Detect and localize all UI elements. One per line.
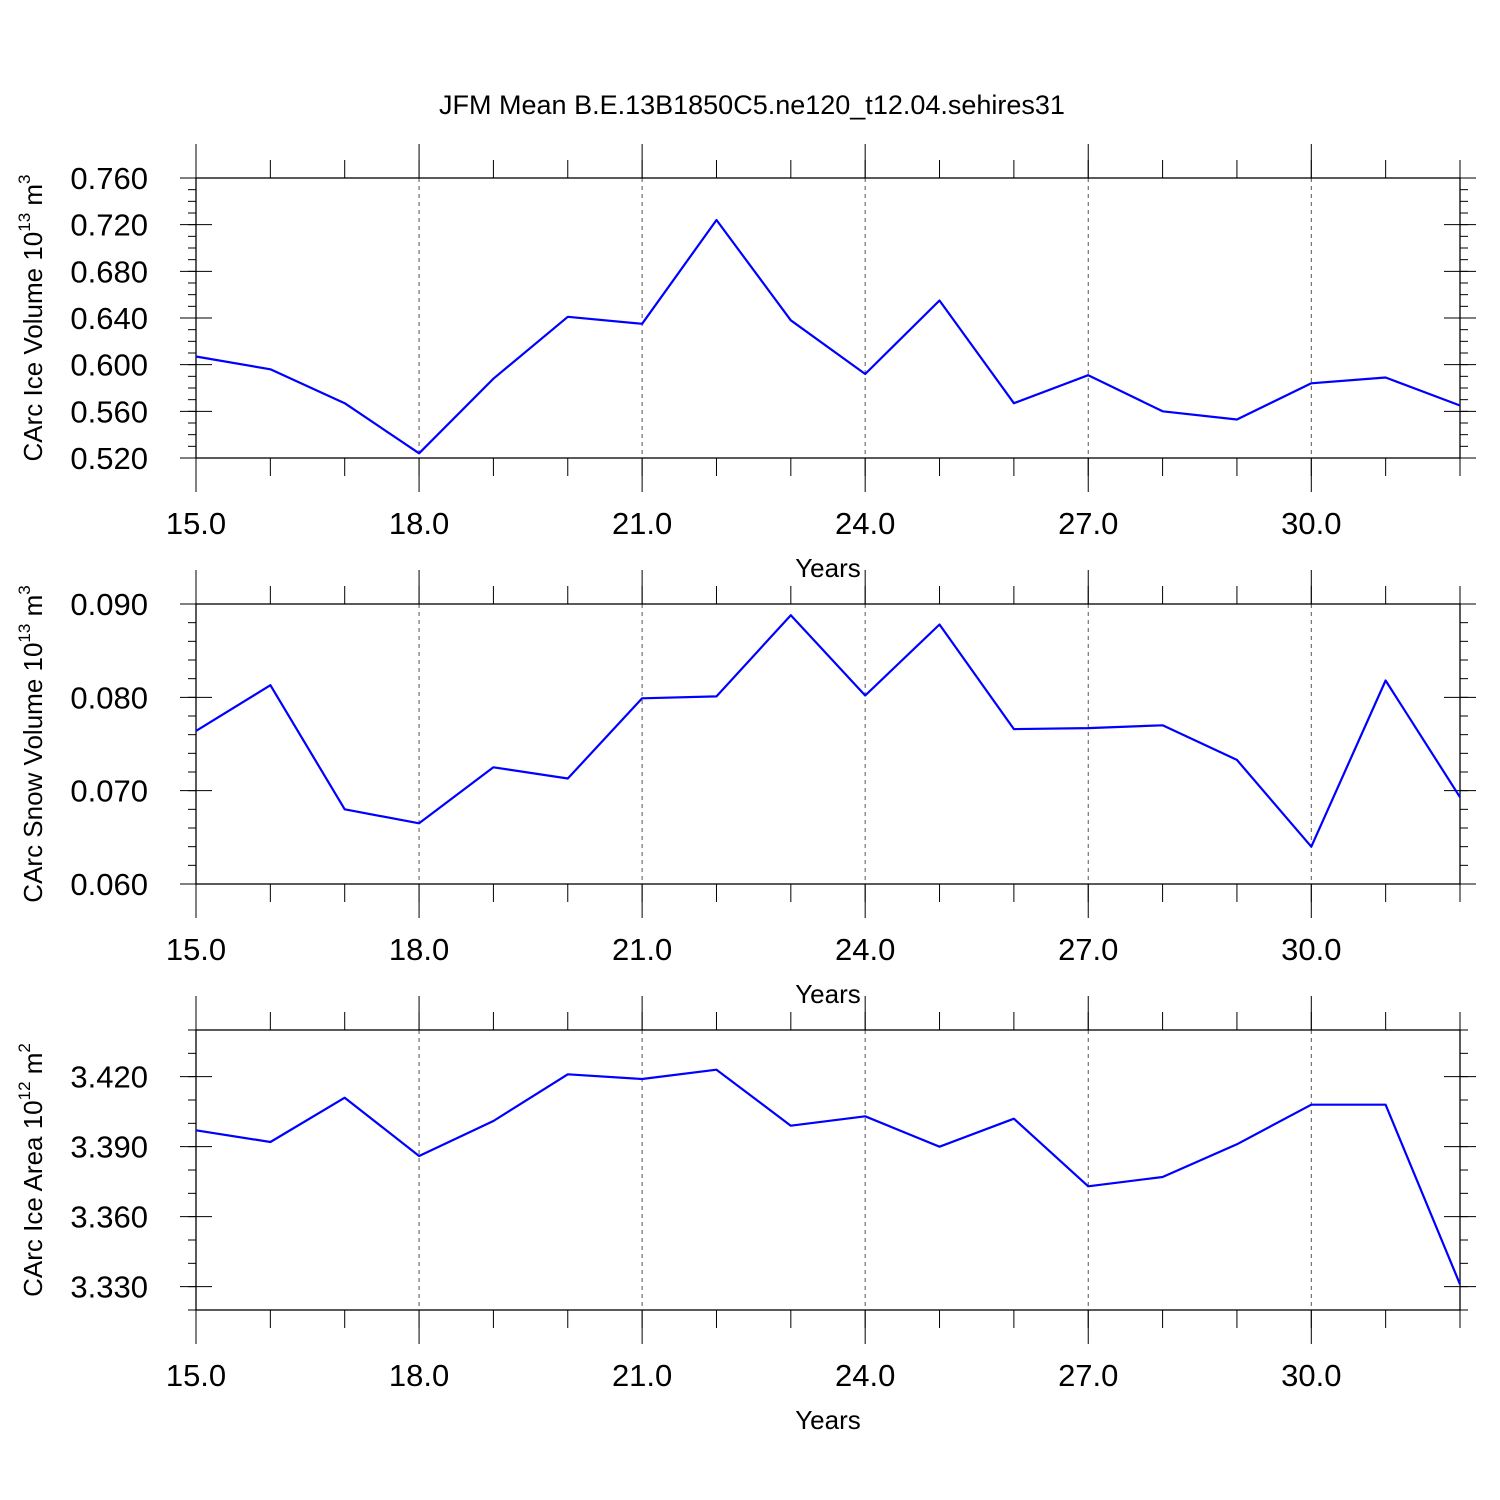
y-tick-label: 0.560 — [70, 394, 148, 429]
chart-panel-1: 15.0 18.0 21.0 24.0 27.0 30.0 0.520 0.560 0.600 0… — [15, 144, 1476, 583]
x-tick-label: 30.0 — [1281, 506, 1341, 541]
plot-frame — [195, 1029, 1461, 1311]
plot-frame — [195, 177, 1461, 459]
y-tick-label: 0.760 — [70, 161, 148, 196]
y-tick-label: 0.070 — [70, 774, 148, 809]
series-line — [195, 218, 1461, 455]
y-tick-label: 0.640 — [70, 301, 148, 336]
y-tick-label: 0.680 — [70, 254, 148, 289]
chart-panel-2: 15.0 18.0 21.0 24.0 27.0 30.0 0.060 0.070 0.080 0… — [15, 570, 1476, 1009]
x-tick-label: 30.0 — [1281, 1358, 1341, 1393]
plot-frame — [195, 603, 1461, 885]
panels: 15.0 18.0 21.0 24.0 27.0 30.0 0.520 0.560 0.600 0… — [15, 144, 1476, 1435]
x-tick-label: 24.0 — [835, 932, 895, 967]
y-tick-label: 0.090 — [70, 587, 148, 622]
y-tick-label: 0.060 — [70, 867, 148, 902]
x-tick-label: 21.0 — [612, 506, 672, 541]
x-tick-label: 15.0 — [166, 932, 226, 967]
chart-panel-3: 15.0 18.0 21.0 24.0 27.0 30.0 3.330 3.360 3.390 3… — [15, 996, 1476, 1435]
series-line — [195, 1068, 1462, 1285]
x-tick-label: 21.0 — [612, 1358, 672, 1393]
y-tick-label: 3.360 — [70, 1200, 148, 1235]
x-axis-title: Years — [795, 979, 861, 1009]
x-tick-label: 24.0 — [835, 1358, 895, 1393]
x-axis-title: Years — [795, 1405, 861, 1435]
x-tick-label: 18.0 — [389, 932, 449, 967]
x-tick-label: 27.0 — [1058, 1358, 1118, 1393]
y-tick-label: 0.720 — [70, 208, 148, 243]
y-tick-label: 3.390 — [70, 1130, 148, 1165]
y-axis-title: CArc Snow Volume 1013 m3 — [15, 585, 48, 902]
x-tick-label: 18.0 — [389, 506, 449, 541]
x-axis-title: Years — [795, 553, 861, 583]
x-tick-label: 21.0 — [612, 932, 672, 967]
x-tick-label: 30.0 — [1281, 932, 1341, 967]
y-axis-title: CArc Ice Area 1012 m2 — [15, 1043, 48, 1297]
x-tick-label: 15.0 — [166, 1358, 226, 1393]
y-tick-label: 0.080 — [70, 680, 148, 715]
y-tick-label: 3.420 — [70, 1060, 148, 1095]
x-tick-label: 18.0 — [389, 1358, 449, 1393]
x-tick-label: 24.0 — [835, 506, 895, 541]
x-tick-label: 15.0 — [166, 506, 226, 541]
figure-title: JFM Mean B.E.13B1850C5.ne120_t12.04.sehi… — [439, 90, 1065, 120]
y-tick-label: 3.330 — [70, 1270, 148, 1305]
series-line — [195, 614, 1461, 848]
x-tick-label: 27.0 — [1058, 506, 1118, 541]
y-axis-title: CArc Ice Volume 1013 m3 — [15, 174, 48, 461]
y-tick-label: 0.520 — [70, 441, 148, 476]
y-tick-label: 0.600 — [70, 348, 148, 383]
x-tick-label: 27.0 — [1058, 932, 1118, 967]
